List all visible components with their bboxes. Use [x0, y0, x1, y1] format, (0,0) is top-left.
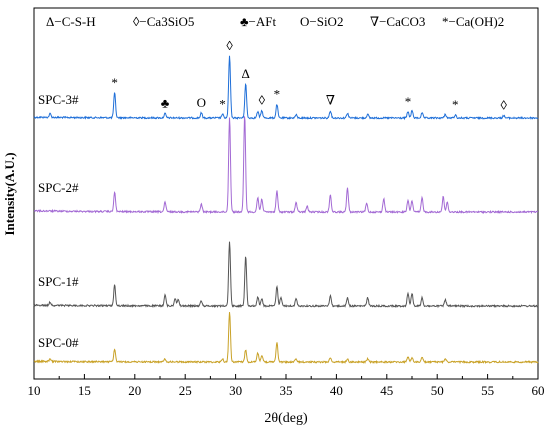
x-tick-label-35: 35	[280, 383, 293, 398]
series-line-4	[33, 312, 539, 365]
x-tick-label-20: 20	[128, 383, 141, 398]
y-axis-label: Intensity(A.U.)	[2, 152, 17, 235]
legend-entry-csh: Δ−C-S-H	[46, 14, 96, 29]
series-labels: SPC-3# SPC-2# SPC-1# SPC-0#	[38, 92, 79, 350]
series-line-3	[33, 241, 539, 309]
x-tick-label-55: 55	[481, 383, 494, 398]
series-layer	[33, 55, 539, 365]
x-tick-label-10: 10	[28, 383, 41, 398]
x-tick-label-45: 45	[380, 383, 393, 398]
legend-entry-caoh2: *−Ca(OH)2	[442, 14, 504, 29]
phase-marker-10: *	[405, 94, 412, 109]
plot-frame	[33, 7, 539, 380]
phase-marker-4: *	[219, 96, 226, 111]
phase-marker-3: O	[197, 95, 206, 110]
phase-markers: * ♣ O * ◊ Δ ◊ * ∇ * * ◊	[111, 38, 507, 113]
x-axis-label: 2θ(deg)	[264, 411, 308, 426]
phase-marker-1: *	[111, 75, 118, 90]
phase-marker-11: *	[452, 97, 459, 112]
phase-marker-2: ♣	[161, 96, 170, 111]
phase-marker-7: ◊	[259, 93, 266, 108]
series-label-2: SPC-2#	[38, 180, 79, 195]
x-tick-label-30: 30	[229, 383, 242, 398]
series-label-1: SPC-3#	[38, 92, 79, 107]
legend-entry-caco3: ∇−CaCO3	[370, 14, 425, 29]
x-axis: 10 15 20 25 30 35 40 45 50 55 60	[28, 374, 545, 398]
x-tick-label-15: 15	[78, 383, 91, 398]
phase-marker-6: Δ	[242, 66, 250, 81]
x-tick-label-40: 40	[330, 383, 343, 398]
series-label-4: SPC-0#	[38, 335, 79, 350]
phase-marker-9: ∇	[326, 93, 335, 108]
legend-entry-c3s: ◊−Ca3SiO5	[133, 14, 194, 29]
x-tick-label-60: 60	[532, 383, 545, 398]
legend-entry-aft: ♣−AFt	[240, 14, 276, 29]
x-tick-label-50: 50	[431, 383, 444, 398]
legend-entry-sio2: O−SiO2	[300, 14, 343, 29]
legend: Δ−C-S-H ◊−Ca3SiO5 ♣−AFt O−SiO2 ∇−CaCO3 *…	[46, 14, 504, 29]
phase-marker-5: ◊	[226, 38, 233, 53]
x-tick-label-25: 25	[179, 383, 192, 398]
phase-marker-12: ◊	[500, 98, 507, 113]
series-line-2	[33, 116, 538, 215]
series-label-3: SPC-1#	[38, 274, 79, 289]
series-line-1	[33, 55, 539, 121]
phase-marker-8: *	[274, 86, 281, 101]
